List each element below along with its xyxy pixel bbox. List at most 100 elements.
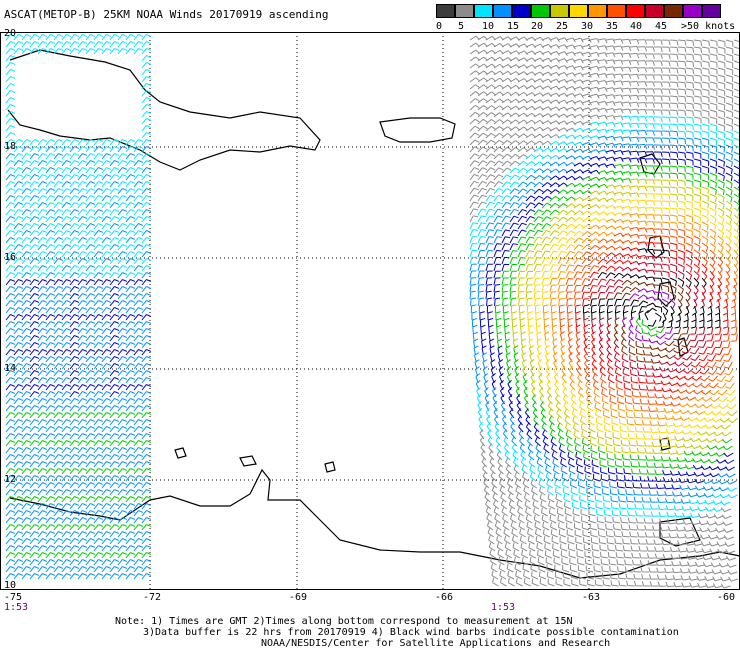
wind-barb — [573, 271, 583, 279]
wind-barb — [669, 256, 678, 264]
wind-barb — [709, 46, 718, 54]
wind-barb — [597, 79, 608, 86]
wind-barb — [717, 130, 726, 139]
wind-barb — [636, 440, 645, 447]
wind-barb — [141, 202, 152, 209]
wind-barb — [13, 377, 24, 384]
wind-barb — [53, 503, 64, 510]
wind-barb — [13, 468, 24, 475]
wind-barb — [635, 517, 645, 524]
wind-barb — [590, 530, 598, 538]
wind-barb — [679, 491, 690, 497]
wind-barb — [533, 291, 541, 300]
wind-barb — [709, 144, 718, 153]
wind-barb — [654, 393, 664, 399]
wind-barb — [519, 436, 525, 447]
wind-barb — [29, 146, 40, 153]
wind-barb — [533, 50, 544, 56]
wind-barb — [61, 468, 72, 475]
wind-barb — [133, 482, 144, 489]
wind-barb — [61, 293, 72, 300]
wind-barb — [21, 265, 32, 272]
wind-barb — [595, 502, 604, 510]
wind-barb — [629, 260, 640, 266]
wind-barb — [692, 382, 703, 388]
wind-barb — [644, 525, 654, 531]
wind-barb — [109, 41, 120, 48]
wind-barb — [85, 244, 96, 251]
wind-barb — [589, 169, 600, 175]
wind-barb — [109, 48, 120, 55]
wind-barb — [605, 45, 616, 51]
wind-barb — [605, 197, 616, 203]
wind-barb — [37, 503, 48, 510]
wind-barb — [653, 46, 663, 53]
wind-barb — [85, 202, 96, 209]
wind-barb — [637, 213, 648, 219]
wind-barb — [45, 461, 56, 468]
wind-barb — [533, 422, 540, 433]
wind-barb — [117, 566, 128, 573]
wind-barb — [523, 394, 529, 405]
wind-barb — [515, 485, 522, 496]
wind-barb — [125, 279, 136, 286]
wind-barb — [685, 158, 694, 166]
wind-barb — [77, 398, 88, 405]
wind-barb — [477, 167, 488, 174]
wind-barb — [93, 426, 104, 433]
trinidad-coast — [659, 517, 701, 547]
wind-barb — [117, 370, 128, 377]
wind-barb — [605, 252, 616, 258]
wind-barb — [694, 403, 705, 409]
wind-barb — [541, 202, 552, 209]
wind-barb — [101, 286, 112, 293]
wind-barb — [5, 209, 16, 216]
wind-barb — [565, 99, 576, 105]
wind-barb — [93, 384, 104, 391]
wind-barb — [589, 264, 600, 272]
wind-barb — [77, 559, 88, 566]
wind-barb — [621, 38, 632, 45]
wind-barb — [5, 398, 16, 405]
wind-barb — [541, 415, 547, 426]
wind-barb — [597, 72, 608, 79]
wind-barb — [45, 482, 56, 489]
wind-barb — [637, 46, 648, 52]
wind-barb — [638, 305, 647, 314]
wind-barb — [125, 286, 136, 293]
wind-barb — [501, 91, 512, 97]
wind-barb — [557, 250, 567, 258]
wind-barb — [495, 528, 502, 538]
wind-barb — [13, 174, 24, 181]
wind-barb — [709, 200, 717, 210]
wind-barb — [717, 137, 726, 146]
wind-barb — [657, 581, 667, 587]
wind-barb — [569, 473, 577, 482]
wind-barb — [653, 242, 663, 249]
wind-barb — [77, 356, 88, 363]
wind-barb — [573, 210, 584, 216]
wind-barb — [37, 342, 48, 349]
wind-barb — [69, 237, 80, 244]
wind-barb — [586, 487, 594, 496]
wind-barb — [669, 109, 679, 116]
wind-barb — [689, 340, 699, 348]
wind-barb — [485, 125, 496, 132]
wind-barb — [524, 401, 530, 412]
wind-barb — [69, 489, 80, 496]
wind-barb — [723, 452, 734, 458]
wind-barb — [677, 470, 688, 477]
wind-barb — [550, 529, 558, 538]
wind-barb — [109, 475, 120, 482]
wind-barb — [77, 167, 88, 174]
wind-barb — [605, 87, 616, 93]
wind-barb — [610, 410, 618, 419]
wind-barb — [669, 123, 679, 130]
wind-barb — [622, 538, 631, 545]
wind-barb — [637, 74, 648, 80]
wind-barb — [589, 183, 600, 189]
wind-barb — [37, 468, 48, 475]
wind-barb — [637, 116, 648, 122]
wind-barb — [603, 502, 612, 510]
wind-barb — [514, 471, 521, 482]
